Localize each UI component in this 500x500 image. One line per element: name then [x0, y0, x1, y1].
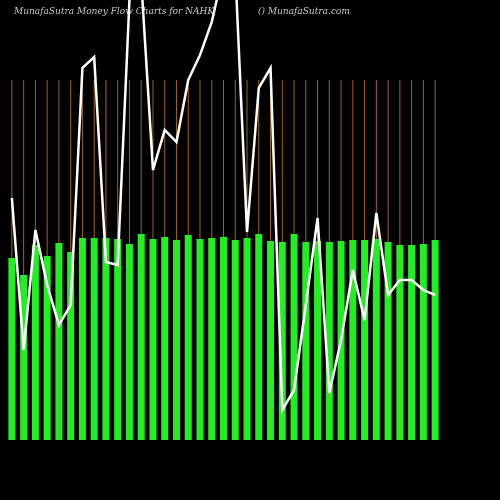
bar [8, 258, 16, 440]
bar [384, 242, 392, 440]
bar [396, 245, 404, 440]
bar [314, 241, 322, 440]
bar [419, 244, 427, 440]
bar [102, 238, 110, 440]
chart-subtitle: () MunafaSutra.com [258, 6, 350, 17]
bar [361, 240, 369, 440]
bar [267, 241, 275, 440]
bar [184, 235, 192, 440]
bar [172, 240, 180, 440]
bar [20, 275, 28, 440]
bar [31, 245, 39, 440]
bar [67, 252, 75, 440]
bar [90, 238, 98, 440]
bar [302, 242, 310, 440]
bar [161, 237, 169, 440]
bar [220, 237, 227, 440]
bar [372, 239, 380, 440]
bar [55, 243, 63, 440]
plot-area [8, 0, 439, 440]
bar [231, 240, 239, 440]
bar [149, 239, 157, 440]
bar [325, 242, 333, 440]
bar [43, 256, 51, 440]
bar [114, 239, 122, 440]
bar [349, 240, 357, 440]
bar [243, 238, 251, 440]
bar [278, 242, 286, 440]
money-flow-line [10, 0, 436, 415]
bar [431, 240, 439, 440]
bar [408, 245, 416, 440]
bar [290, 234, 298, 440]
bar [137, 234, 145, 440]
bar [255, 234, 263, 440]
chart-title: MunafaSutra Money Flow Charts for NAHK [13, 7, 215, 17]
bar [125, 244, 133, 440]
bar [196, 239, 204, 440]
bar [78, 238, 86, 440]
bar [208, 238, 216, 440]
